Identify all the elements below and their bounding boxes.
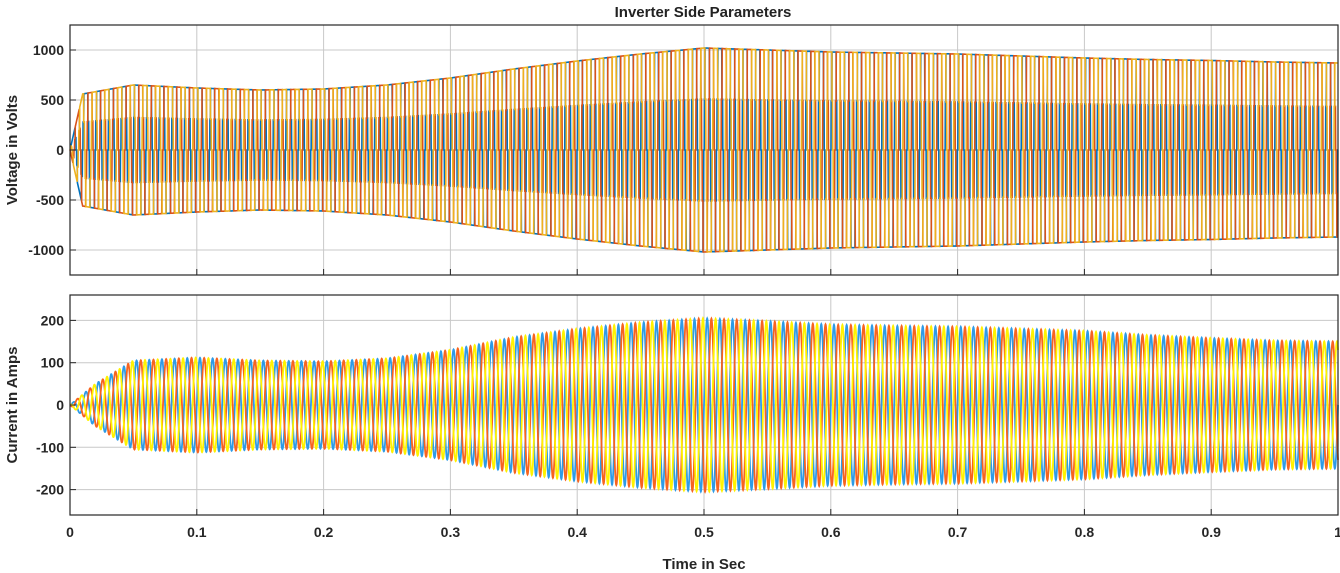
time-x-axis-label: Time in Sec xyxy=(662,556,745,573)
y-tick-label: 100 xyxy=(41,355,65,371)
x-tick-label: 0.5 xyxy=(694,524,714,540)
current-phase-b-line xyxy=(69,316,1339,494)
voltage-phase-b-line xyxy=(69,47,1338,253)
y-tick-label: -100 xyxy=(36,439,64,455)
voltage-phase-a-line xyxy=(69,47,1339,253)
y-tick-label: 0 xyxy=(56,397,64,413)
voltage-ticks: -1000 -500 0 500 1000 xyxy=(28,42,1339,275)
y-tick-label: -200 xyxy=(36,482,64,498)
y-tick-label: 500 xyxy=(41,92,65,108)
x-tick-label: 0.7 xyxy=(948,524,968,540)
y-tick-label: 200 xyxy=(41,312,65,328)
current-plot: -200 -100 0 100 200 0 0.1 0.2 0.3 0.4 0.5 0.6 0.7 0.8… xyxy=(4,294,1340,573)
voltage-phase-c-line xyxy=(69,47,1338,253)
x-tick-label: 0.8 xyxy=(1075,524,1095,540)
x-tick-label: 0.6 xyxy=(821,524,841,540)
y-tick-label: -1000 xyxy=(28,242,64,258)
current-phase-c-line xyxy=(69,316,1339,494)
y-tick-label: 0 xyxy=(56,142,64,158)
voltage-series-group xyxy=(69,47,1339,253)
x-tick-label: 0 xyxy=(66,524,74,540)
voltage-plot: -1000 -500 0 500 1000 Voltage in Volts xyxy=(4,24,1339,276)
x-tick-label: 0.9 xyxy=(1201,524,1221,540)
x-tick-label: 0.3 xyxy=(441,524,461,540)
y-tick-label: -500 xyxy=(36,192,64,208)
y-tick-label: 1000 xyxy=(33,42,64,58)
current-phase-a-line xyxy=(69,316,1339,494)
x-tick-label: 0.4 xyxy=(567,524,587,540)
chart-title: Inverter Side Parameters xyxy=(615,4,792,21)
voltage-y-axis-label: Voltage in Volts xyxy=(4,95,21,205)
current-y-axis-label: Current in Amps xyxy=(4,347,21,464)
x-tick-label: 0.2 xyxy=(314,524,334,540)
current-series-group xyxy=(69,316,1339,494)
x-tick-label: 1 xyxy=(1334,524,1340,540)
current-ticks: -200 -100 0 100 200 0 0.1 0.2 0.3 0.4 0.5 0.6 0.7 0.8… xyxy=(36,312,1340,540)
x-tick-label: 0.1 xyxy=(187,524,207,540)
